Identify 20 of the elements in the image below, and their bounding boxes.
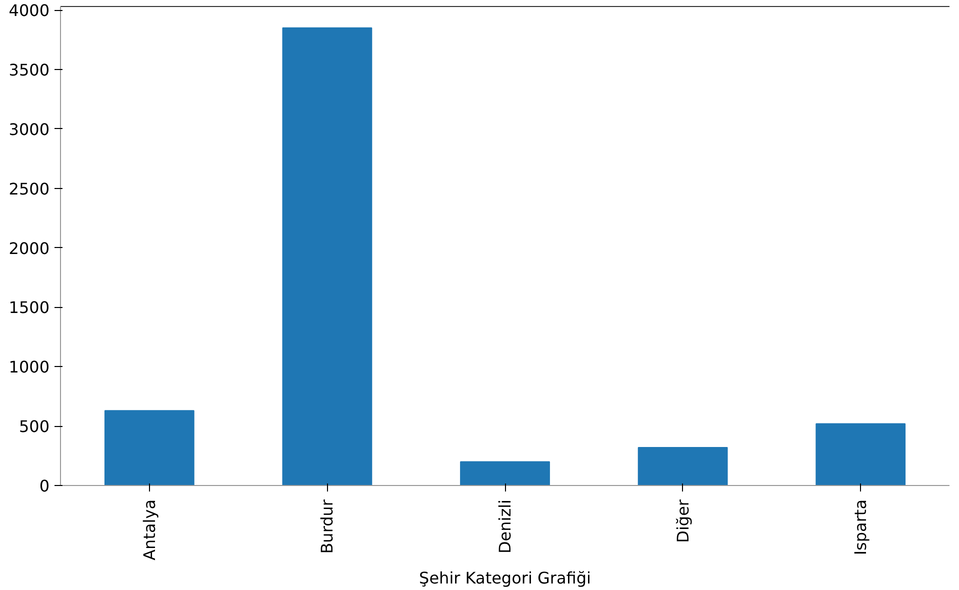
y-tick-label: 3500 bbox=[8, 60, 50, 80]
y-tick-label: 500 bbox=[18, 417, 50, 436]
x-tick-label: Burdur bbox=[318, 499, 337, 554]
y-tick-label: 1000 bbox=[8, 358, 50, 377]
y-tick-label: 2500 bbox=[8, 179, 50, 198]
x-tick-label: Diğer bbox=[673, 499, 692, 543]
bar bbox=[282, 27, 372, 486]
bar bbox=[816, 423, 906, 486]
x-axis-title: Şehir Kategori Grafiği bbox=[419, 568, 591, 588]
y-tick-label: 1500 bbox=[8, 298, 50, 318]
bar bbox=[104, 410, 194, 486]
bar bbox=[638, 446, 728, 486]
y-tick-label: 3000 bbox=[8, 120, 50, 139]
x-tick-label: Denizli bbox=[496, 499, 514, 554]
y-tick-label: 4000 bbox=[8, 1, 50, 20]
y-tick-label: 0 bbox=[39, 476, 50, 496]
x-tick-label: Isparta bbox=[851, 500, 870, 556]
y-tick-label: 2000 bbox=[8, 238, 50, 258]
bar bbox=[460, 461, 550, 486]
x-tick-label: Antalya bbox=[140, 499, 159, 560]
